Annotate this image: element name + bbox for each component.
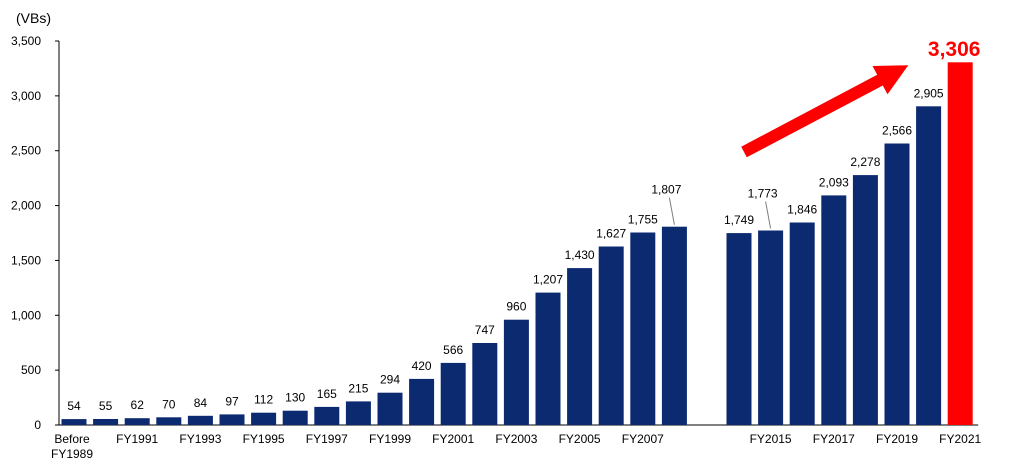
x-tick-label: FY2007 (622, 432, 664, 446)
bar (503, 319, 529, 425)
value-label: 215 (348, 381, 368, 395)
bars (61, 62, 973, 426)
value-label: 2,093 (819, 175, 849, 189)
value-label: 112 (254, 393, 273, 407)
bar (598, 246, 624, 425)
value-label: 54 (67, 399, 81, 413)
value-label: 1,755 (628, 213, 658, 227)
value-label: 960 (506, 300, 526, 314)
bar (789, 222, 815, 425)
x-tick-label: FY2021 (939, 432, 981, 446)
value-labels: 54 55 62 70 84 97 112 130 165 215 294 420 566 747 960 1… (67, 38, 980, 413)
y-tick-label: 3,500 (11, 34, 41, 48)
x-tick-label: FY1993 (179, 432, 221, 446)
bar (377, 392, 403, 425)
value-label: 1,846 (787, 203, 817, 217)
value-label: 97 (225, 394, 239, 408)
value-label: 1,207 (533, 273, 563, 287)
trend-arrow (741, 65, 909, 158)
bar (472, 343, 498, 425)
bar (916, 106, 942, 426)
x-tick-label: FY1999 (369, 432, 411, 446)
bar (884, 143, 910, 425)
value-label: 55 (99, 399, 113, 413)
value-label: 84 (194, 396, 208, 410)
bar (567, 268, 593, 425)
y-tick-label: 1,000 (11, 308, 41, 322)
bar (93, 419, 119, 425)
x-tick-label: FY2001 (432, 432, 474, 446)
bar (314, 406, 340, 425)
y-tick-label: 0 (34, 418, 41, 432)
x-tick-label: FY2019 (876, 432, 918, 446)
x-tick-label: FY1991 (116, 432, 158, 446)
value-label-leader (668, 197, 675, 225)
value-label: 2,905 (914, 86, 944, 100)
bar (187, 415, 213, 425)
value-label: 1,773 (748, 187, 778, 201)
x-tick-label: Before FY1989 (51, 432, 93, 461)
bar (156, 417, 182, 425)
value-label: 130 (285, 391, 305, 405)
value-label-leader (765, 201, 772, 229)
bar (282, 410, 308, 425)
x-tick-label: FY1995 (243, 432, 285, 446)
bar (726, 233, 752, 425)
value-label: 1,749 (724, 213, 754, 227)
value-label: 566 (443, 343, 463, 357)
value-label-highlight: 3,306 (928, 38, 981, 61)
bar (440, 362, 466, 425)
value-label: 420 (412, 359, 432, 373)
x-tick-label: FY1997 (306, 432, 348, 446)
bar (535, 292, 561, 425)
bar (251, 412, 277, 425)
x-tick-label: FY2015 (750, 432, 792, 446)
bar (821, 195, 847, 425)
trend-arrow-shape (741, 65, 909, 158)
y-tick-label: 500 (21, 363, 41, 377)
y-axis: 0 500 1,000 1,500 2,000 2,500 3,000 3,500 (11, 34, 60, 432)
bar (630, 232, 656, 425)
value-label: 70 (162, 397, 176, 411)
x-tick-labels: Before FY1989 FY1991 FY1993 FY1995 FY1997 FY19… (51, 432, 982, 461)
x-tick-label: FY2017 (813, 432, 855, 446)
value-label: 2,278 (850, 155, 880, 169)
bar-highlight (947, 62, 973, 426)
bar (758, 230, 784, 425)
value-label: 2,566 (882, 124, 912, 138)
x-tick-label: FY2005 (559, 432, 601, 446)
value-label: 62 (131, 398, 145, 412)
value-label: 1,807 (651, 183, 681, 197)
value-label: 294 (380, 373, 400, 387)
bar (219, 414, 245, 425)
y-tick-label: 2,000 (11, 199, 41, 213)
bar (409, 378, 435, 425)
bar (661, 226, 687, 425)
y-tick-label: 3,000 (11, 89, 41, 103)
y-tick-label: 1,500 (11, 253, 41, 267)
bar (852, 175, 878, 425)
value-label: 747 (475, 323, 495, 337)
y-axis-unit-label: (VBs) (16, 10, 51, 26)
y-tick-label: 2,500 (11, 144, 41, 158)
value-label: 1,627 (596, 227, 626, 241)
value-label: 165 (317, 387, 337, 401)
bar (61, 419, 87, 425)
value-label: 1,430 (565, 248, 595, 262)
bar (124, 418, 150, 425)
x-tick-label: FY2003 (495, 432, 537, 446)
bar (345, 401, 371, 425)
